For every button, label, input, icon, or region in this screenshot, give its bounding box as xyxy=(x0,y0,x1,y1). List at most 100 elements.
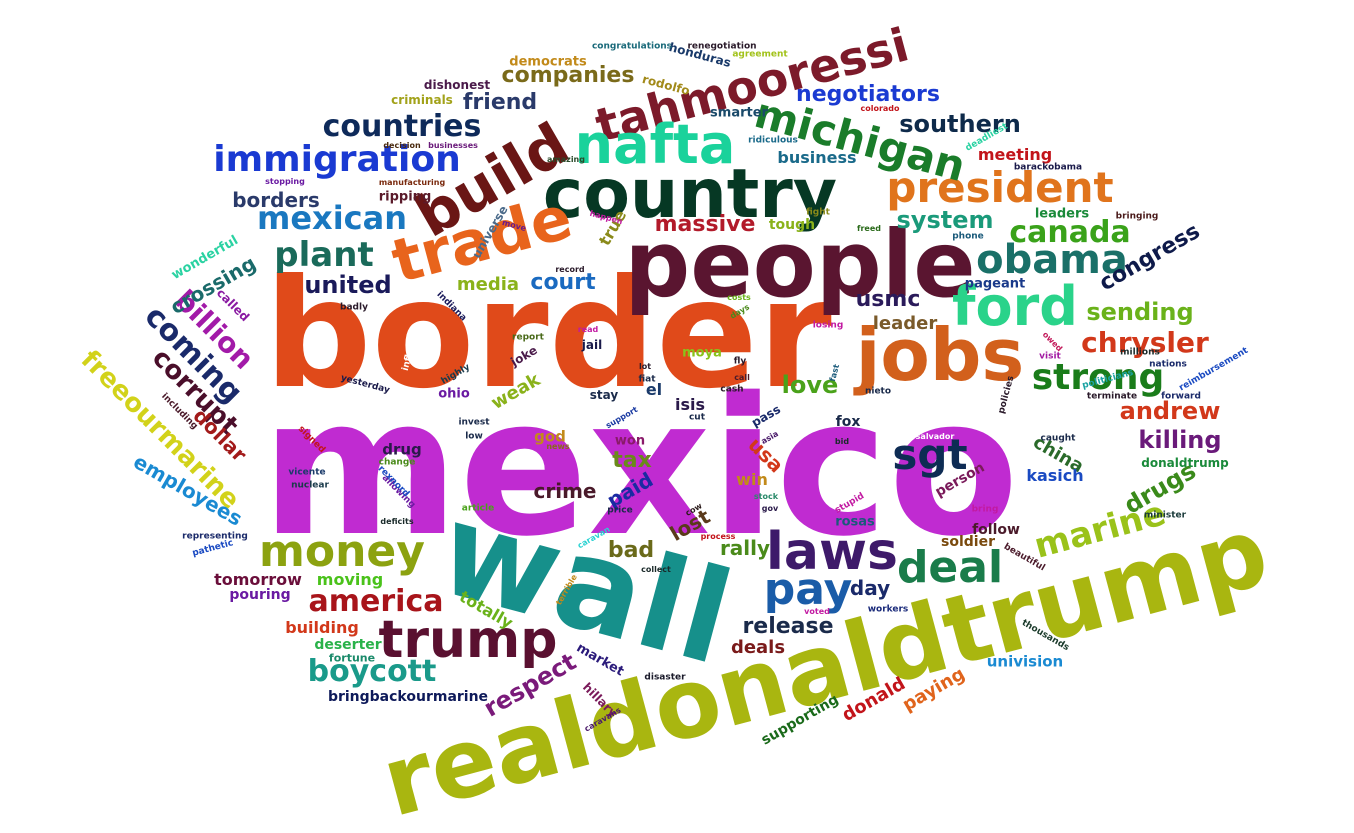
word-dishonest: dishonest xyxy=(423,78,491,92)
word-pathetic: pathetic xyxy=(191,538,235,559)
word-united: united xyxy=(304,271,392,299)
word-people: people xyxy=(624,211,976,318)
word-love: love xyxy=(781,371,839,399)
word-release: release xyxy=(742,614,834,639)
word-kasich: kasich xyxy=(1026,466,1084,485)
word-call: call xyxy=(734,373,750,382)
word-nuclear: nuclear xyxy=(291,480,329,491)
word-southern: southern xyxy=(899,110,1021,138)
word-el: el xyxy=(645,380,663,399)
word-bringbackourmarine: bringbackourmarine xyxy=(327,689,489,705)
word-article: article xyxy=(461,503,495,514)
word-record: record xyxy=(555,265,585,274)
word-sending: sending xyxy=(1086,298,1194,326)
word-companies: companies xyxy=(501,63,635,88)
word-cut: cut xyxy=(688,412,706,423)
word-invest: invest xyxy=(458,417,490,428)
word-border: border xyxy=(264,248,832,422)
word-system: system xyxy=(896,206,994,234)
word-andrew: andrew xyxy=(1119,397,1221,425)
word-fight: fight xyxy=(806,207,830,218)
word-tomorrow: tomorrow xyxy=(214,570,302,589)
word-nations: nations xyxy=(1149,359,1187,370)
word-stay: stay xyxy=(589,388,619,402)
word-meeting: meeting xyxy=(977,145,1053,164)
word-court: court xyxy=(530,270,596,295)
word-trump: trump xyxy=(378,610,558,670)
word-phone: phone xyxy=(952,231,984,242)
word-obama: obama xyxy=(976,237,1128,283)
word-jobs: jobs xyxy=(855,313,1025,397)
word-fortune: fortune xyxy=(328,651,376,665)
word-crime: crime xyxy=(533,479,597,503)
word-univision: univision xyxy=(986,652,1064,671)
word-tax: tax xyxy=(612,448,652,473)
word-businesses: businesses xyxy=(428,141,478,150)
word-fly: fly xyxy=(733,356,747,367)
word-boycott: boycott xyxy=(307,654,437,689)
word-ford: ford xyxy=(952,275,1078,338)
word-chrysler: chrysler xyxy=(1081,326,1209,359)
word-disaster: disaster xyxy=(644,672,686,683)
word-workers: workers xyxy=(867,604,909,615)
word-isis: isis xyxy=(674,395,706,414)
word-ohio: ohio xyxy=(438,386,470,402)
word-millions: millions xyxy=(1120,347,1160,358)
word-rosas: rosas xyxy=(835,514,875,530)
word-negotiators: negotiators xyxy=(796,82,940,107)
word-read: read xyxy=(577,325,599,334)
word-vicente: vicente xyxy=(288,467,326,478)
word-decision: decision xyxy=(383,141,421,150)
word-deals: deals xyxy=(730,637,786,658)
word-strong: strong xyxy=(1031,357,1165,398)
word-report: report xyxy=(512,332,544,343)
word-friend: friend xyxy=(462,90,538,115)
word-minister: minister xyxy=(1143,510,1187,521)
word-lot: lot xyxy=(638,362,652,371)
word-massive: massive xyxy=(654,212,756,237)
word-money: money xyxy=(259,526,425,577)
word-follow: follow xyxy=(972,522,1020,538)
word-donaldtrump: donaldtrump xyxy=(1141,456,1229,470)
word-congratulations: congratulations xyxy=(591,41,673,52)
word-price: price xyxy=(607,505,633,516)
word-representing: representing xyxy=(182,531,248,542)
word-gov: gov xyxy=(761,504,779,513)
word-usmc: usmc xyxy=(855,287,921,312)
word-low: low xyxy=(465,431,483,442)
word-manufacturing: manufacturing xyxy=(378,178,446,187)
word-ripping: ripping xyxy=(378,189,432,205)
word-fiat: fiat xyxy=(638,374,656,385)
word-bad: bad xyxy=(607,538,655,563)
word-mexican: mexican xyxy=(257,199,407,237)
word-freed: freed xyxy=(856,224,882,233)
word-colorado: colorado xyxy=(860,104,900,113)
word-win: win xyxy=(736,470,768,489)
word-america: america xyxy=(308,584,444,619)
word-pouring: pouring xyxy=(229,587,291,603)
word-caught: caught xyxy=(1040,433,1076,444)
word-country: country xyxy=(542,155,838,234)
word-terminate: terminate xyxy=(1086,391,1138,402)
word-tough: tough xyxy=(768,217,816,233)
word-badly: badly xyxy=(340,302,368,313)
word-rally: rally xyxy=(719,536,771,560)
word-costs: costs xyxy=(727,293,751,302)
word-jail: jail xyxy=(581,338,603,352)
word-nafta: nafta xyxy=(574,113,736,176)
word-news: news xyxy=(546,442,570,451)
word-plant: plant xyxy=(274,235,374,275)
word-laws: laws xyxy=(766,522,898,582)
word-moya: moya xyxy=(682,345,722,361)
word-visit: visit xyxy=(1039,351,1061,362)
word-borders: borders xyxy=(232,188,320,212)
word-bringing: bringing xyxy=(1115,211,1159,222)
word-nieto: nieto xyxy=(864,386,892,397)
word-business: business xyxy=(777,148,857,167)
word-building: building xyxy=(285,618,359,637)
word-stopping: stopping xyxy=(265,177,305,186)
word-countries: countries xyxy=(322,109,482,144)
word-mexico: mexico xyxy=(261,357,1019,578)
word-moving: moving xyxy=(316,570,384,589)
